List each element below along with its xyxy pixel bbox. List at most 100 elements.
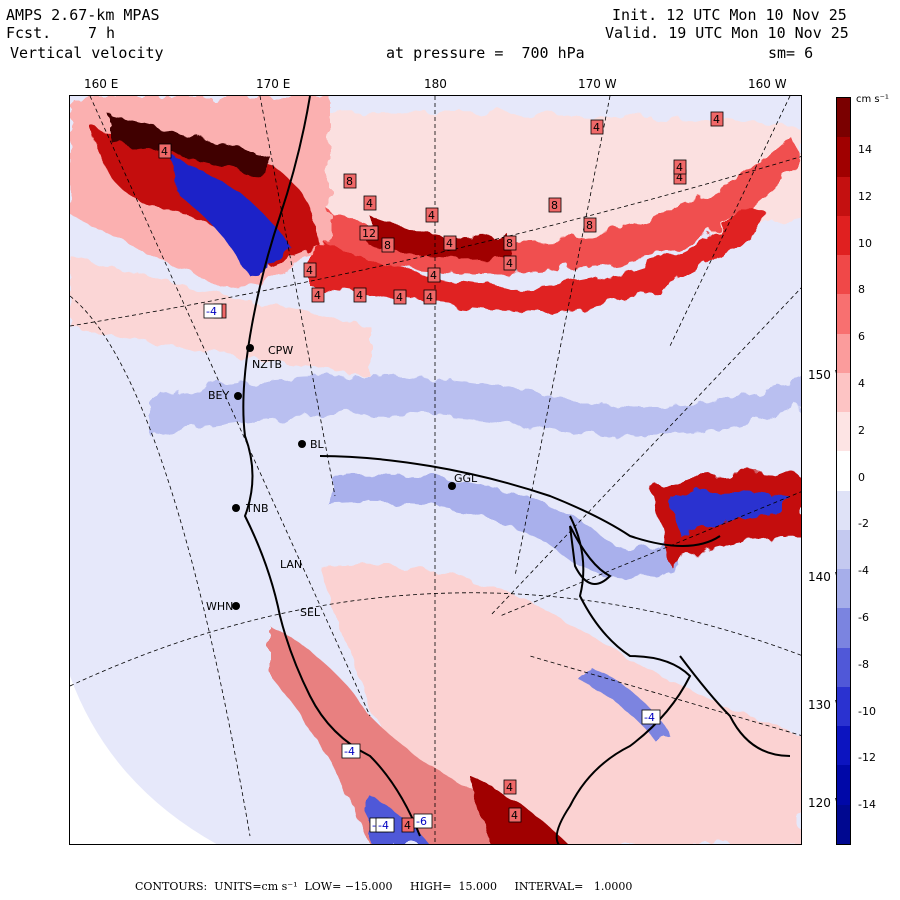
colorbar-segment [837, 529, 850, 570]
colorbar-tick-label: 12 [858, 189, 872, 203]
contour-label-box [425, 207, 439, 223]
colorbar-segment [837, 176, 850, 217]
lon-label-170e: 170 E [256, 77, 291, 91]
contour-label: 4 [306, 264, 313, 277]
contour-label-box [393, 289, 407, 305]
coast-victoria-land [242, 96, 421, 837]
contour-label: 12 [362, 227, 376, 240]
contour-label-box [423, 289, 437, 305]
contour-label-box [381, 237, 395, 253]
colorbar-tick-label: -10 [858, 704, 876, 718]
contour-label-box [503, 779, 517, 795]
colorbar-segment [837, 412, 850, 452]
colorbar-tick-label: -14 [858, 798, 876, 812]
colorbar-segment [837, 490, 850, 531]
colorbar-tick-label: 8 [858, 283, 865, 297]
colorbar-segment [837, 451, 850, 492]
contour-label: -4 [378, 819, 389, 832]
colorbar-segment [837, 569, 850, 609]
forecast-label: Fcst. [6, 24, 52, 42]
contour-label-box [548, 197, 562, 213]
colorbar-tick-label: -4 [858, 564, 869, 578]
contour-label: 4 [446, 237, 453, 250]
station-markers [232, 344, 456, 610]
ross-ice-shelf-front [319, 455, 721, 547]
station-dot-ggl [448, 482, 456, 490]
shade-nw-dark [110, 116, 270, 176]
contour-label-box [343, 173, 357, 189]
station-dot-bey [234, 392, 242, 400]
valid-time: Valid. 19 UTC Mon 10 Nov 25 [605, 24, 849, 42]
contour-label: 4 [511, 809, 518, 822]
colorbar-segment [837, 726, 850, 766]
station-label-lan: LAN [280, 558, 302, 571]
contour-label-box [443, 235, 457, 251]
colorbar-tick-label: -6 [858, 611, 869, 624]
meridian-170e [259, 96, 336, 497]
shade-neg-band-2 [330, 474, 680, 578]
contour-label: 4 [676, 161, 683, 174]
roosevelt-island [569, 525, 612, 585]
map-svg: CPW NZTB BEY BL GGL TNB LAN WHN SEL 4444… [70, 96, 801, 844]
station-label-ggl: GGL [454, 472, 478, 485]
colorbar-segment [837, 647, 850, 688]
colorbar-tick-label: 2 [858, 423, 865, 437]
colorbar-segment [837, 686, 850, 727]
coastlines [242, 96, 791, 844]
contour-label-box [363, 195, 377, 211]
contour-label-box [311, 287, 325, 303]
station-label-cpw: CPW [268, 344, 293, 357]
colorbar-tick-label: 6 [858, 330, 865, 344]
contour-label-box [303, 262, 317, 278]
colorbar-segment [837, 98, 850, 138]
contour-label: 8 [346, 175, 353, 188]
contour-label: 4 [676, 171, 683, 184]
contour-label-box [710, 111, 724, 127]
contour-label: 4 [506, 257, 513, 270]
shade-pos-north [190, 112, 801, 248]
parallel-south [70, 592, 801, 687]
shade-nw-blue [170, 156, 290, 276]
colorbar-tick-label: -2 [858, 517, 869, 531]
shade-neg-band-1 [150, 376, 801, 438]
colorbar-segment [837, 294, 850, 335]
contour-label-box [641, 709, 661, 725]
station-label-bl: BL [310, 438, 325, 451]
init-time: Init. 12 UTC Mon 10 Nov 25 [612, 6, 847, 24]
colorbar-tick-label: 14 [858, 143, 872, 156]
contour-label-box [508, 807, 522, 823]
contour-label: 4 [713, 113, 720, 126]
contour-label-box [341, 743, 361, 759]
meridian-160e [89, 96, 371, 717]
meridian-170w [514, 96, 611, 577]
contour-label-box [353, 287, 367, 303]
contour-label-box [375, 817, 395, 833]
contour-info: CONTOURS: UNITS=cm s⁻¹ LOW= −15.000 HIGH… [135, 880, 633, 893]
contour-label: 4 [314, 289, 321, 302]
contour-label-box [503, 255, 517, 271]
meridian-120w [529, 655, 801, 736]
contour-label: -4 [644, 711, 655, 724]
contour-label-box [673, 159, 687, 175]
contour-label-box [158, 143, 172, 159]
contour-label: 4 [366, 197, 373, 210]
station-dot-whn [232, 602, 240, 610]
colorbar-segment [837, 215, 850, 256]
colorbar-tick-label: -8 [858, 657, 869, 671]
contour-label: -6 [416, 815, 427, 828]
model-title: AMPS 2.67-km MPAS [6, 6, 160, 24]
contour-label-box [203, 303, 223, 319]
shade-red-max [370, 216, 510, 260]
contour-label: 4 [593, 121, 600, 134]
colorbar-tick-label: 4 [858, 377, 865, 390]
contour-label-box [359, 225, 379, 241]
meridian-150w [489, 287, 801, 617]
colorbar [836, 97, 851, 845]
station-dot-tnb [232, 504, 240, 512]
meridian-160w [669, 96, 791, 347]
station-label-sel: SEL [300, 606, 321, 619]
colorbar-tick-label: 10 [858, 236, 872, 250]
field-name: Vertical velocity [10, 44, 164, 62]
contour-label: 4 [428, 209, 435, 222]
contour-label: 8 [586, 219, 593, 232]
